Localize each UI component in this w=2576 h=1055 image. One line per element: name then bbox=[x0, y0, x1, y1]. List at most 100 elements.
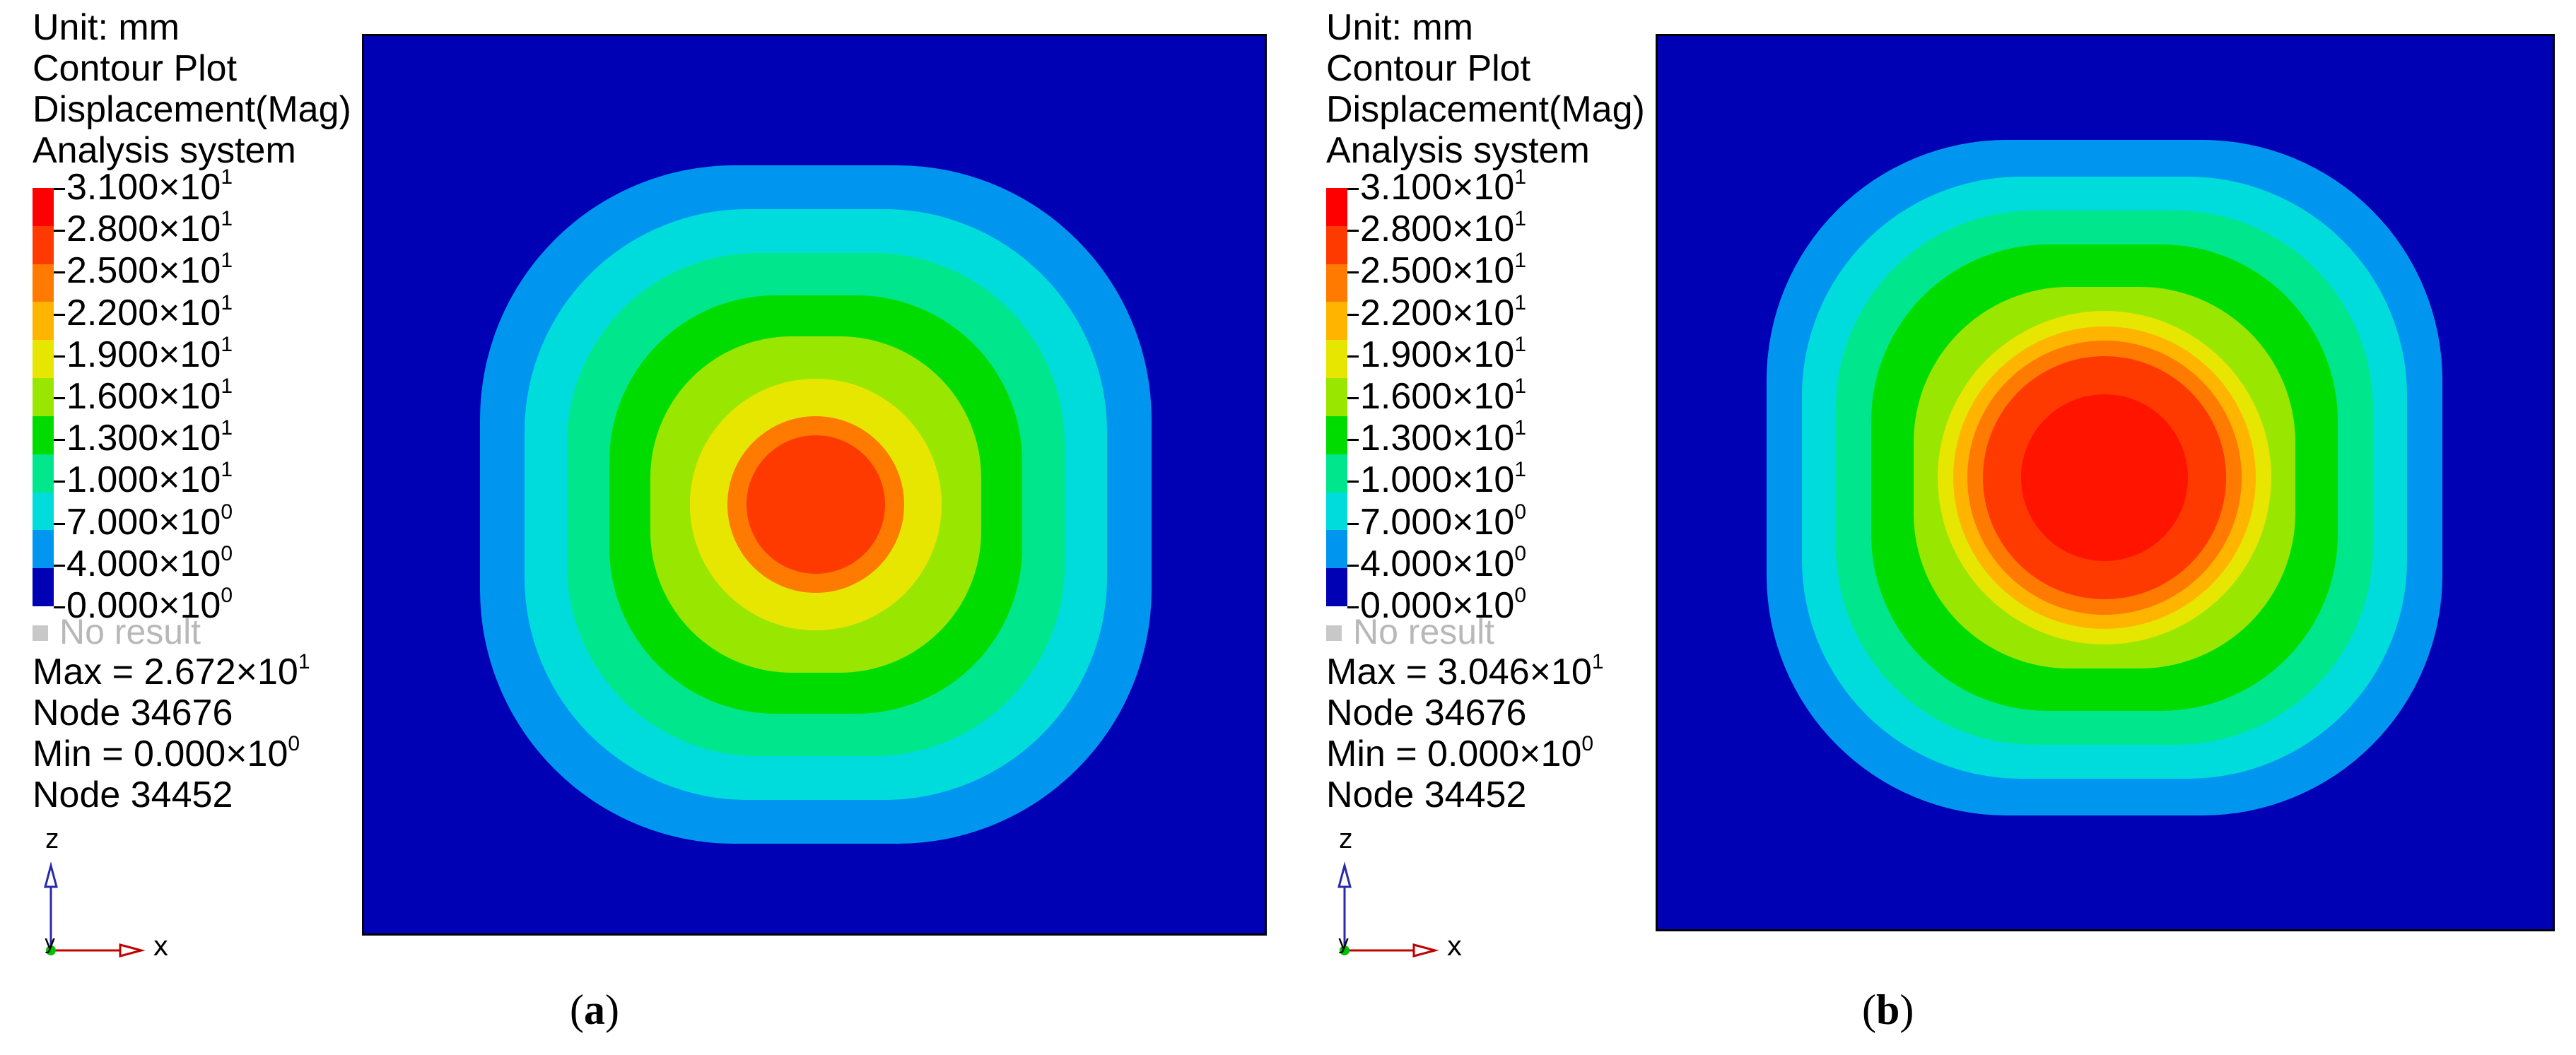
legend-band bbox=[1326, 340, 1347, 379]
contour-plot-a bbox=[362, 34, 1267, 936]
result-type-label: Displacement(Mag) bbox=[33, 89, 351, 130]
legend-tick-mark bbox=[1347, 397, 1359, 399]
legend-tick-label: 2.200×101 bbox=[66, 290, 233, 334]
legend-band bbox=[1326, 225, 1347, 264]
legend-tick-mark bbox=[54, 271, 65, 274]
legend-tick-label: 1.600×101 bbox=[1360, 375, 1527, 418]
legend-tick-mark bbox=[54, 313, 65, 316]
legend-ticks: 3.100×101 2.800×101 2.500×101 2.200×101 1.90… bbox=[54, 167, 365, 626]
legend-tick-label: 1.300×101 bbox=[66, 416, 233, 459]
legend-band bbox=[33, 188, 54, 226]
legend-colorbar bbox=[1326, 188, 1347, 606]
axis-x-label: x bbox=[153, 931, 169, 962]
legend-tick-label: 7.000×100 bbox=[66, 500, 233, 543]
legend-tick-mark bbox=[54, 522, 65, 525]
legend-tick-label: 1.900×101 bbox=[1360, 332, 1527, 375]
result-type-label: Displacement(Mag) bbox=[1326, 89, 1645, 130]
contour-plot-b bbox=[1656, 34, 2555, 931]
unit-label: Unit: mm bbox=[1326, 7, 1473, 48]
min-value: Min = 0.000×100 bbox=[1326, 732, 1594, 775]
legend-colorbar bbox=[33, 188, 54, 606]
legend-band bbox=[33, 302, 54, 341]
legend-tick-mark bbox=[54, 481, 65, 483]
legend-tick-label: 2.800×101 bbox=[66, 207, 233, 250]
no-result-swatch bbox=[1326, 625, 1342, 641]
legend-band bbox=[33, 530, 54, 569]
legend-tick-label: 3.100×101 bbox=[66, 165, 233, 208]
max-node: Node 34676 bbox=[33, 692, 233, 733]
legend-tick-label: 1.600×101 bbox=[66, 375, 233, 418]
legend-tick-mark bbox=[1347, 481, 1359, 483]
axis-triad: z y x bbox=[28, 823, 198, 965]
legend-tick-label: 4.000×100 bbox=[1360, 541, 1527, 584]
legend-tick-mark bbox=[54, 606, 65, 608]
unit-label: Unit: mm bbox=[33, 7, 180, 48]
min-node: Node 34452 bbox=[1326, 774, 1527, 815]
legend-tick-mark bbox=[1347, 271, 1359, 274]
no-result-swatch bbox=[33, 625, 48, 641]
legend-tick-label: 2.200×101 bbox=[1360, 290, 1527, 334]
legend-tick-label: 1.000×101 bbox=[1360, 458, 1527, 501]
no-result-label: No result bbox=[59, 612, 201, 652]
system-label: Analysis system bbox=[1326, 130, 1590, 171]
legend-tick-label: 2.500×101 bbox=[66, 249, 233, 292]
legend-band bbox=[1326, 492, 1347, 531]
legend-tick-label: 2.800×101 bbox=[1360, 207, 1527, 250]
legend-header: Unit: mm Contour Plot Displacement(Mag) … bbox=[33, 7, 351, 171]
legend-band bbox=[33, 378, 54, 416]
legend-band bbox=[33, 568, 54, 606]
legend-tick-label: 1.900×101 bbox=[66, 332, 233, 375]
plot-type-label: Contour Plot bbox=[1326, 48, 1531, 89]
legend-tick-label: 1.300×101 bbox=[1360, 416, 1527, 459]
legend-band bbox=[33, 340, 54, 379]
contour-band-max bbox=[747, 435, 885, 574]
legend-band bbox=[1326, 264, 1347, 302]
axis-triad-icon bbox=[44, 861, 146, 957]
contour-band-max bbox=[2021, 394, 2188, 561]
legend-tick-mark bbox=[1347, 313, 1359, 316]
legend-tick-mark bbox=[1347, 522, 1359, 525]
max-value: Max = 3.046×101 bbox=[1326, 650, 1604, 693]
legend-band bbox=[1326, 378, 1347, 416]
legend-tick-label: 1.000×101 bbox=[66, 458, 233, 501]
axis-y-label: y bbox=[44, 931, 56, 954]
legend-tick-label: 0.000×100 bbox=[1360, 584, 1527, 627]
axis-triad-icon bbox=[1337, 861, 1439, 957]
legend-tick-mark bbox=[54, 230, 65, 232]
min-value: Min = 0.000×100 bbox=[33, 732, 300, 775]
legend-tick-mark bbox=[1347, 439, 1359, 442]
legend-tick-mark bbox=[54, 397, 65, 399]
max-node: Node 34676 bbox=[1326, 692, 1527, 733]
panel-a: Unit: mm Contour Plot Displacement(Mag) … bbox=[28, 7, 1267, 1033]
legend-tick-label: 2.500×101 bbox=[1360, 249, 1527, 292]
legend-band bbox=[33, 454, 54, 493]
plot-type-label: Contour Plot bbox=[33, 48, 238, 89]
legend-tick-mark bbox=[54, 439, 65, 442]
legend-band bbox=[1326, 530, 1347, 569]
no-result-label: No result bbox=[1353, 612, 1495, 652]
legend-band bbox=[33, 225, 54, 264]
legend-tick-mark bbox=[1347, 606, 1359, 608]
legend-tick-label: 3.100×101 bbox=[1360, 165, 1527, 208]
panel-b: Unit: mm Contour Plot Displacement(Mag) … bbox=[1294, 0, 2576, 1055]
legend-header: Unit: mm Contour Plot Displacement(Mag) … bbox=[1326, 7, 1645, 171]
legend-tick-label: 7.000×100 bbox=[1360, 500, 1527, 543]
legend-band bbox=[33, 264, 54, 302]
legend-band bbox=[1326, 568, 1347, 606]
min-node: Node 34452 bbox=[33, 774, 233, 815]
axis-z-label: z bbox=[44, 823, 60, 854]
legend-band bbox=[1326, 302, 1347, 341]
legend-tick-mark bbox=[1347, 564, 1359, 567]
axis-x-label: x bbox=[1446, 931, 1463, 962]
legend-band bbox=[33, 492, 54, 531]
caption-b: (b) bbox=[1862, 986, 1914, 1033]
legend-tick-label: 4.000×100 bbox=[66, 541, 233, 584]
legend-tick-mark bbox=[1347, 355, 1359, 358]
legend-band bbox=[1326, 188, 1347, 226]
legend-tick-mark bbox=[54, 188, 65, 190]
max-value: Max = 2.672×101 bbox=[33, 650, 310, 693]
no-result-entry: No result bbox=[1326, 611, 1494, 652]
axis-z-label: z bbox=[1337, 823, 1354, 854]
legend-tick-mark bbox=[1347, 188, 1359, 190]
legend-band bbox=[1326, 415, 1347, 454]
